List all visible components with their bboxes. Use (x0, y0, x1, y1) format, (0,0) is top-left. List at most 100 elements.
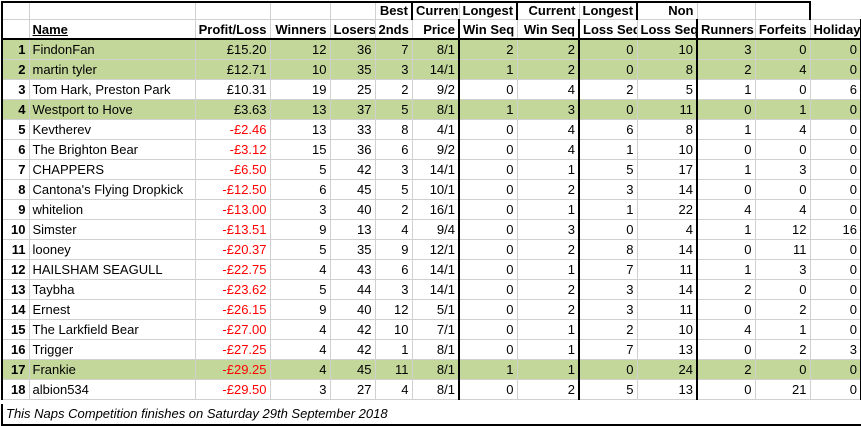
profit-loss-cell[interactable]: -£27.25 (194, 339, 271, 360)
winners-cell[interactable]: 19 (269, 79, 331, 100)
profit-loss-cell[interactable]: £15.20 (194, 38, 271, 60)
profit-loss-cell[interactable]: -£26.15 (194, 299, 271, 320)
losers-cell[interactable]: 33 (329, 119, 376, 140)
profit-loss-cell[interactable]: -£3.12 (194, 139, 271, 160)
losers-cell[interactable]: 42 (329, 339, 376, 360)
profit-loss-cell[interactable]: £3.63 (194, 99, 271, 120)
longest-win-seq-cell[interactable]: 1 (516, 259, 580, 280)
winners-cell[interactable]: 15 (269, 139, 331, 160)
holiday-cell[interactable]: 0 (809, 379, 861, 400)
longest-win-seq-cell[interactable]: 3 (516, 219, 580, 240)
current-win-seq-cell[interactable]: 0 (458, 239, 518, 260)
winners-cell[interactable]: 3 (269, 379, 331, 400)
winners-cell[interactable]: 4 (269, 359, 331, 380)
current-loss-seq-cell[interactable]: 1 (578, 139, 638, 160)
non-runners-cell[interactable]: 4 (696, 319, 756, 340)
holiday-cell[interactable]: 0 (809, 38, 861, 60)
forfeits-cell[interactable]: 1 (754, 99, 811, 120)
forfeits-cell[interactable]: 11 (754, 239, 811, 260)
winners-cell[interactable]: 4 (269, 259, 331, 280)
current-loss-seq-cell[interactable]: 0 (578, 359, 638, 380)
profit-loss-cell[interactable]: -£2.46 (194, 119, 271, 140)
holiday-cell[interactable]: 0 (809, 119, 861, 140)
winners-cell[interactable]: 12 (269, 38, 331, 60)
rank-cell[interactable]: 5 (1, 119, 30, 140)
forfeits-cell[interactable]: 4 (754, 119, 811, 140)
seconds-cell[interactable]: 9 (374, 239, 413, 260)
winners-cell[interactable]: 5 (269, 159, 331, 180)
rank-cell[interactable]: 6 (1, 139, 30, 160)
current-win-seq-cell[interactable]: 0 (458, 339, 518, 360)
longest-loss-seq-cell[interactable]: 14 (636, 279, 698, 300)
longest-loss-seq-cell[interactable]: 8 (636, 59, 698, 80)
losers-cell[interactable]: 45 (329, 179, 376, 200)
current-loss-seq-cell[interactable]: 2 (578, 319, 638, 340)
current-loss-seq-cell[interactable]: 0 (578, 38, 638, 60)
best-price-cell[interactable]: 5/1 (411, 299, 460, 320)
current-loss-seq-cell[interactable]: 0 (578, 219, 638, 240)
rank-cell[interactable]: 7 (1, 159, 30, 180)
longest-loss-seq-cell[interactable]: 13 (636, 339, 698, 360)
longest-loss-seq-cell[interactable]: 10 (636, 139, 698, 160)
current-win-seq-cell[interactable]: 0 (458, 279, 518, 300)
profit-loss-cell[interactable]: -£13.00 (194, 199, 271, 220)
seconds-cell[interactable]: 11 (374, 359, 413, 380)
seconds-cell[interactable]: 6 (374, 139, 413, 160)
longest-loss-seq-cell[interactable]: 5 (636, 79, 698, 100)
longest-win-seq-cell[interactable]: 2 (516, 59, 580, 80)
winners-cell[interactable]: 5 (269, 279, 331, 300)
best-price-cell[interactable]: 14/1 (411, 59, 460, 80)
forfeits-cell[interactable]: 0 (754, 38, 811, 60)
losers-cell[interactable]: 25 (329, 79, 376, 100)
holiday-cell[interactable]: 0 (809, 259, 861, 280)
profit-loss-cell[interactable]: -£23.62 (194, 279, 271, 300)
losers-cell[interactable]: 40 (329, 199, 376, 220)
losers-cell[interactable]: 43 (329, 259, 376, 280)
current-win-seq-cell[interactable]: 0 (458, 119, 518, 140)
winners-cell[interactable]: 4 (269, 339, 331, 360)
seconds-cell[interactable]: 12 (374, 299, 413, 320)
rank-cell[interactable]: 13 (1, 279, 30, 300)
non-runners-cell[interactable]: 0 (696, 379, 756, 400)
longest-win-seq-cell[interactable]: 4 (516, 139, 580, 160)
longest-loss-seq-cell[interactable]: 17 (636, 159, 698, 180)
holiday-cell[interactable]: 0 (809, 279, 861, 300)
current-loss-seq-cell[interactable]: 3 (578, 279, 638, 300)
holiday-cell[interactable]: 0 (809, 139, 861, 160)
profit-loss-cell[interactable]: -£22.75 (194, 259, 271, 280)
holiday-cell[interactable]: 0 (809, 239, 861, 260)
player-name[interactable]: HAILSHAM SEAGULL (28, 259, 196, 280)
winners-cell[interactable]: 4 (269, 319, 331, 340)
best-price-cell[interactable]: 8/1 (411, 38, 460, 60)
rank-cell[interactable]: 15 (1, 319, 30, 340)
current-loss-seq-cell[interactable]: 7 (578, 259, 638, 280)
current-win-seq-cell[interactable]: 0 (458, 79, 518, 100)
losers-cell[interactable]: 45 (329, 359, 376, 380)
rank-cell[interactable]: 1 (1, 38, 30, 60)
seconds-cell[interactable]: 7 (374, 38, 413, 60)
seconds-cell[interactable]: 3 (374, 159, 413, 180)
player-name[interactable]: Tom Hark, Preston Park (28, 79, 196, 100)
longest-win-seq-cell[interactable]: 1 (516, 199, 580, 220)
forfeits-cell[interactable]: 0 (754, 359, 811, 380)
longest-win-seq-cell[interactable]: 2 (516, 299, 580, 320)
non-runners-cell[interactable]: 0 (696, 339, 756, 360)
winners-cell[interactable]: 6 (269, 179, 331, 200)
rank-cell[interactable]: 16 (1, 339, 30, 360)
longest-loss-seq-cell[interactable]: 11 (636, 259, 698, 280)
forfeits-cell[interactable]: 4 (754, 59, 811, 80)
rank-cell[interactable]: 4 (1, 99, 30, 120)
longest-win-seq-cell[interactable]: 2 (516, 239, 580, 260)
player-name[interactable]: whitelion (28, 199, 196, 220)
forfeits-cell[interactable]: 0 (754, 279, 811, 300)
rank-cell[interactable]: 9 (1, 199, 30, 220)
seconds-cell[interactable]: 1 (374, 339, 413, 360)
forfeits-cell[interactable]: 2 (754, 299, 811, 320)
best-price-cell[interactable]: 9/2 (411, 79, 460, 100)
current-loss-seq-cell[interactable]: 0 (578, 99, 638, 120)
losers-cell[interactable]: 35 (329, 59, 376, 80)
holiday-cell[interactable]: 0 (809, 319, 861, 340)
best-price-cell[interactable]: 8/1 (411, 339, 460, 360)
rank-cell[interactable]: 3 (1, 79, 30, 100)
best-price-cell[interactable]: 8/1 (411, 99, 460, 120)
